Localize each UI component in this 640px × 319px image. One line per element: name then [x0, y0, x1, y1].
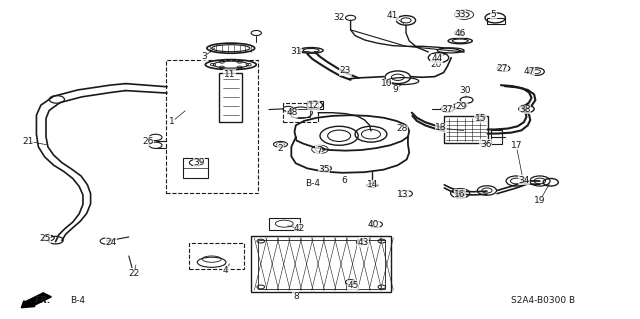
Text: 17: 17 [511, 141, 522, 150]
Bar [291, 109, 310, 117]
Text: 39: 39 [193, 158, 205, 167]
Text: 34: 34 [518, 175, 529, 185]
Text: 11: 11 [224, 70, 236, 78]
Text: 47: 47 [524, 67, 534, 76]
Text: 41: 41 [387, 11, 398, 20]
Bar [257, 240, 385, 288]
Bar [491, 130, 502, 144]
Text: 4: 4 [223, 266, 228, 275]
Text: 40: 40 [368, 220, 380, 229]
Text: 8: 8 [293, 292, 299, 300]
FancyArrow shape [21, 293, 51, 308]
Bar [251, 236, 392, 292]
Text: 20: 20 [430, 60, 442, 69]
Text: 32: 32 [333, 13, 345, 22]
Text: 26: 26 [142, 137, 154, 146]
Text: 46: 46 [454, 28, 466, 38]
Text: FR.: FR. [35, 296, 51, 305]
Text: 3: 3 [201, 52, 207, 61]
Bar [220, 72, 243, 122]
Bar [283, 103, 318, 122]
Text: 44: 44 [431, 55, 443, 63]
Text: 36: 36 [480, 140, 492, 149]
Text: B-4: B-4 [305, 179, 321, 188]
Text: 30: 30 [460, 86, 471, 95]
Text: 29: 29 [456, 102, 467, 111]
Text: 45: 45 [348, 281, 359, 290]
Bar [269, 218, 300, 230]
Text: 6: 6 [341, 175, 347, 185]
Text: B-4: B-4 [70, 296, 85, 305]
Text: 10: 10 [381, 79, 392, 88]
Text: 35: 35 [318, 165, 330, 174]
Bar [307, 101, 323, 109]
Text: 5: 5 [490, 10, 496, 19]
Text: 18: 18 [435, 123, 447, 132]
Text: 14: 14 [367, 180, 378, 189]
Bar [444, 116, 488, 143]
Text: 13: 13 [397, 190, 408, 199]
Text: 22: 22 [128, 270, 140, 278]
Bar [183, 158, 209, 178]
Text: 21: 21 [22, 137, 34, 146]
Text: 7: 7 [316, 145, 322, 154]
Text: 25: 25 [39, 234, 51, 243]
Bar [189, 243, 244, 269]
Text: 9: 9 [392, 85, 398, 94]
Text: 2: 2 [278, 144, 284, 153]
Text: 31: 31 [290, 47, 301, 56]
Bar [166, 60, 258, 193]
Text: 43: 43 [358, 238, 369, 247]
Text: 33: 33 [454, 10, 466, 19]
Text: 27: 27 [497, 64, 508, 73]
Text: 37: 37 [442, 105, 453, 114]
Text: 42: 42 [294, 224, 305, 233]
Text: S2A4-B0300 B: S2A4-B0300 B [511, 296, 575, 305]
Text: 23: 23 [340, 66, 351, 76]
Text: 38: 38 [520, 105, 531, 114]
Text: 15: 15 [475, 114, 486, 123]
Text: 1: 1 [170, 117, 175, 126]
Text: 19: 19 [534, 196, 545, 205]
Text: 12: 12 [308, 101, 319, 110]
Text: 28: 28 [396, 124, 407, 133]
Bar [487, 18, 505, 24]
Text: 24: 24 [106, 238, 116, 247]
Text: 48: 48 [286, 108, 298, 117]
Text: 16: 16 [454, 190, 466, 199]
